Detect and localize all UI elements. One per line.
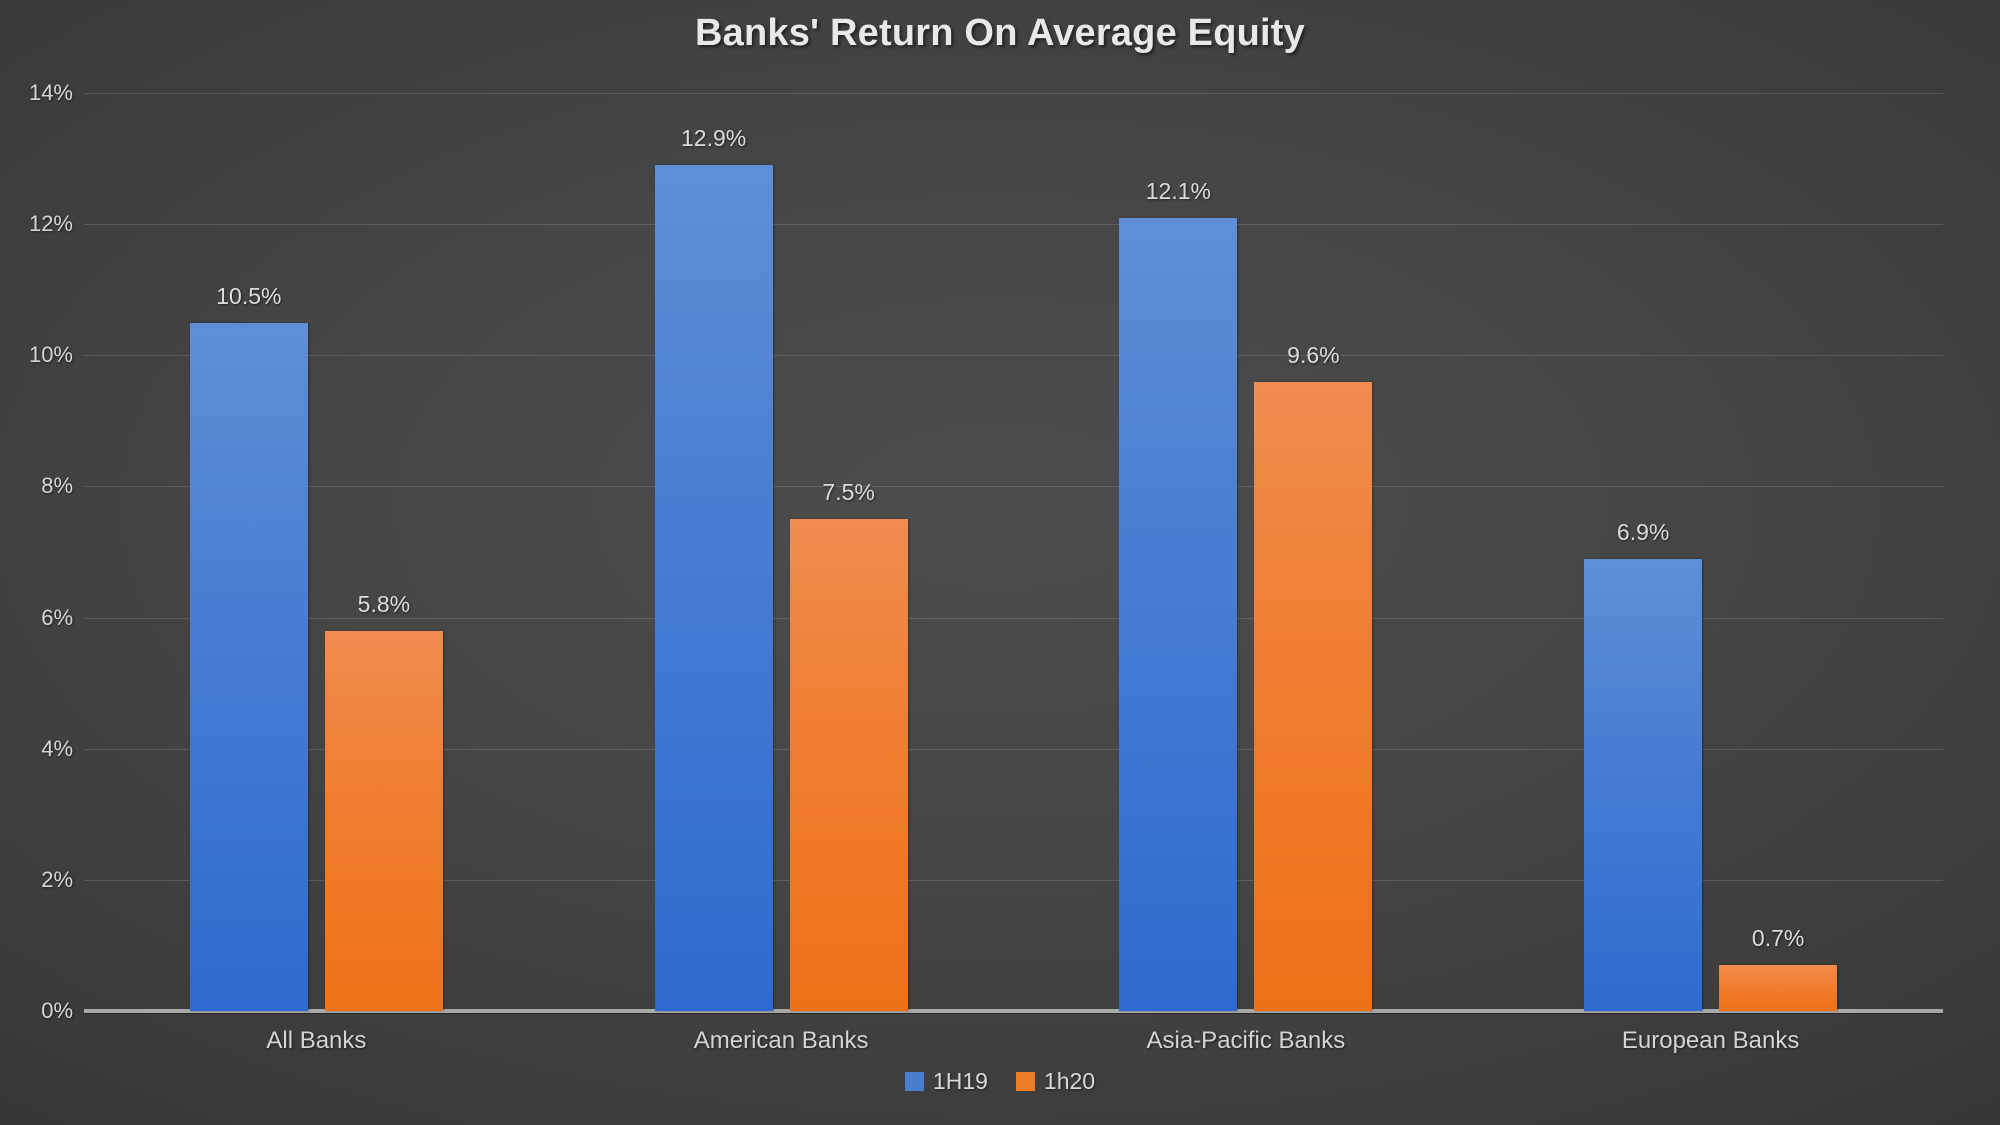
bar-value-label: 0.7% (1751, 925, 1805, 952)
bar-1h19-all-banks[interactable] (189, 322, 308, 1011)
y-axis-tick-label: 8% (41, 473, 73, 499)
bar-value-label: 6.9% (1616, 518, 1670, 545)
gridline (84, 879, 1943, 881)
gridline (84, 486, 1943, 488)
bar-value-label: 12.1% (1145, 177, 1211, 204)
bar-value-label: 9.6% (1287, 341, 1340, 368)
gridline (84, 355, 1943, 357)
legend-item-1h20[interactable]: 1h20 (1015, 1068, 1096, 1095)
x-axis-category-label: American Banks (693, 1027, 869, 1054)
legend-swatch-icon (1015, 1072, 1035, 1091)
x-axis-category-label: All Banks (266, 1027, 367, 1054)
y-axis-tick-label: 6% (41, 604, 73, 630)
bar-value-label: 7.5% (822, 479, 875, 506)
chart-title: Banks' Return On Average Equity (694, 12, 1305, 54)
y-axis-tick-label: 2% (41, 866, 73, 892)
gridline (84, 748, 1943, 750)
gridline (84, 617, 1943, 619)
gridline (84, 93, 1943, 94)
chart-legend: 1H19 1h20 (0, 1068, 2000, 1095)
bar-value-label: 12.9% (681, 125, 747, 152)
plot-area (84, 93, 1943, 1013)
legend-label: 1h20 (1043, 1068, 1096, 1094)
y-axis-tick-label: 4% (41, 735, 73, 761)
bar-1h20-asia-pacific-banks[interactable] (1254, 381, 1373, 1011)
legend-swatch-icon (904, 1072, 924, 1091)
bar-value-label: 5.8% (357, 590, 411, 617)
axis-baseline (84, 1009, 1943, 1013)
y-axis-tick-label: 0% (41, 998, 73, 1023)
legend-item-1h19[interactable]: 1H19 (904, 1068, 988, 1095)
bar-1h19-american-banks[interactable] (654, 165, 773, 1011)
bar-1h20-all-banks[interactable] (324, 630, 443, 1011)
legend-label: 1H19 (932, 1068, 988, 1094)
x-axis-category-label: Asia-Pacific Banks (1146, 1027, 1346, 1054)
y-axis-tick-label: 10% (28, 342, 73, 368)
bar-1h19-asia-pacific-banks[interactable] (1119, 217, 1238, 1011)
bar-value-label: 10.5% (216, 282, 282, 309)
bar-1h20-american-banks[interactable] (789, 519, 908, 1011)
x-axis-category-label: European Banks (1621, 1027, 1800, 1054)
y-axis-tick-label: 14% (28, 80, 73, 105)
bar-1h19-european-banks[interactable] (1584, 558, 1703, 1011)
y-axis-tick-label: 12% (28, 211, 73, 237)
gridline (84, 224, 1943, 226)
bar-1h20-european-banks[interactable] (1719, 965, 1838, 1011)
